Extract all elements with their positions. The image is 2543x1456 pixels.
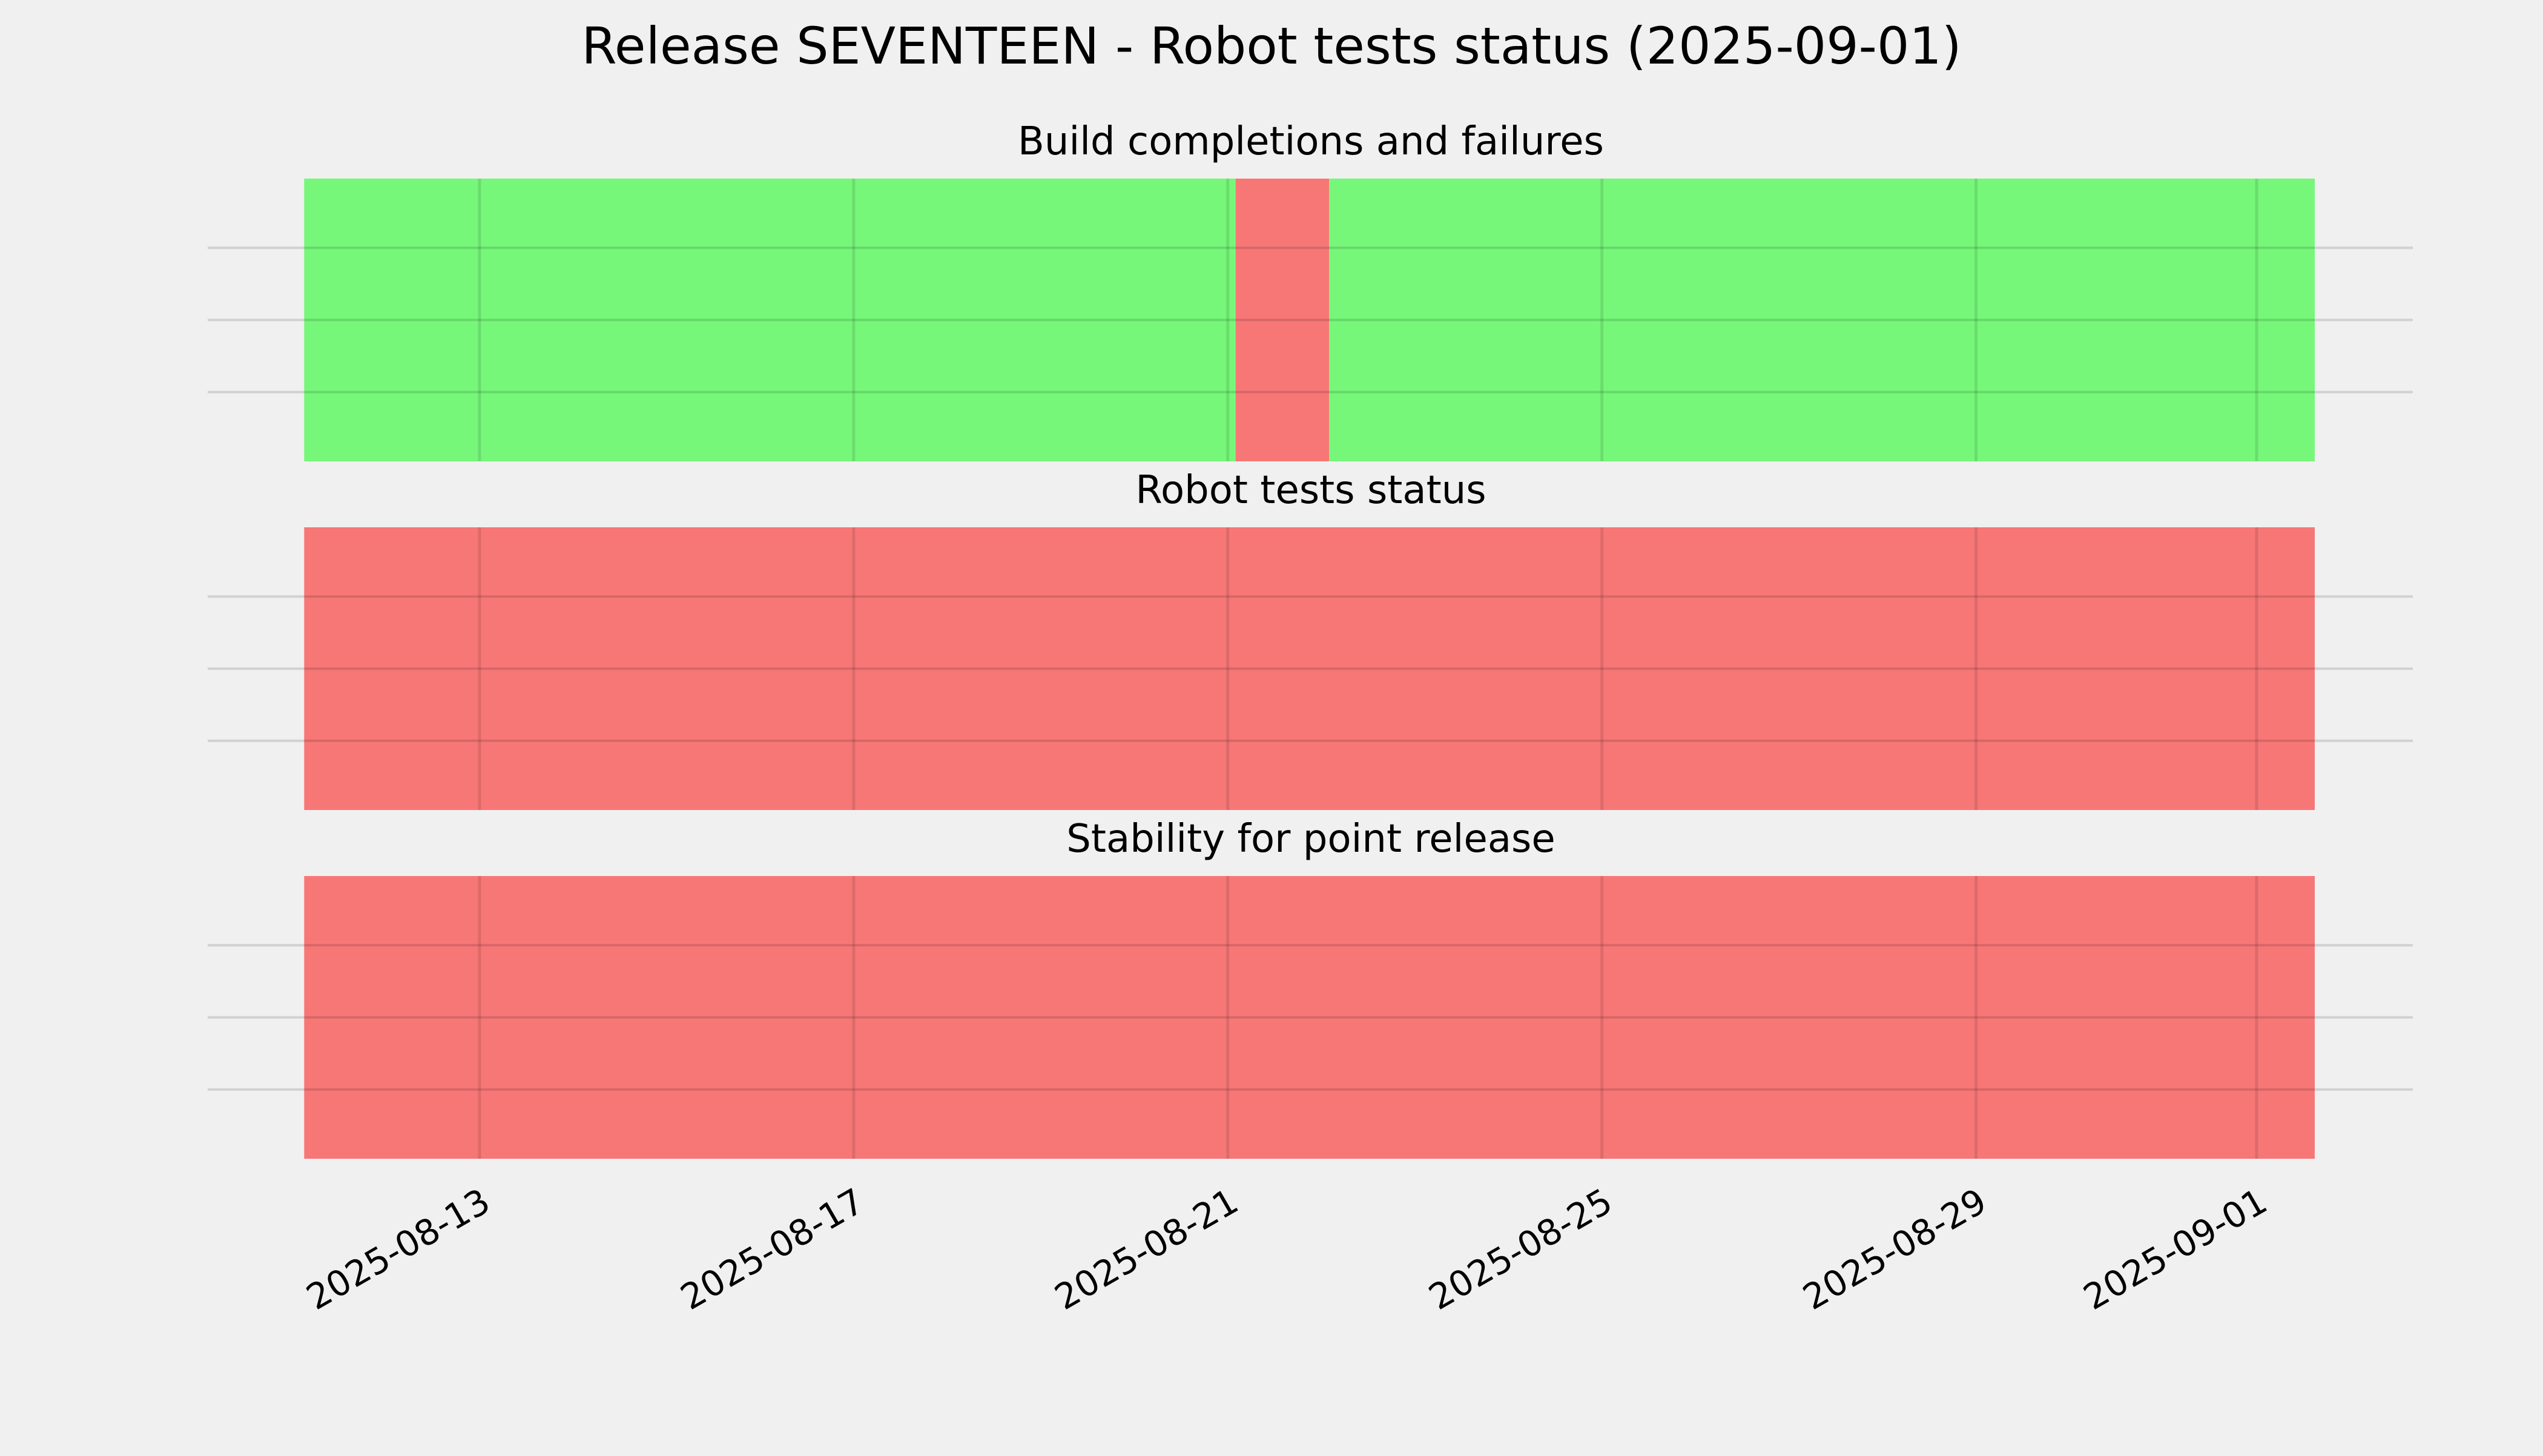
panel-robot: Robot tests status xyxy=(208,468,2413,810)
x-tick-label: 2025-08-13 xyxy=(300,1181,497,1318)
x-tick-label: 2025-08-29 xyxy=(1796,1181,1993,1318)
segment-robot-0-fail xyxy=(304,527,2315,810)
x-tick-label: 2025-08-21 xyxy=(1047,1181,1245,1318)
segment-build-2-pass xyxy=(1329,179,2315,461)
chart-title: Release SEVENTEEN - Robot tests status (… xyxy=(581,16,1961,76)
panel-title-stability: Stability for point release xyxy=(1066,817,1555,861)
segment-build-0-pass xyxy=(304,179,1236,461)
x-tick-label: 2025-08-25 xyxy=(1422,1181,1619,1318)
panel-stability: Stability for point release xyxy=(208,817,2413,1159)
panels: Build completions and failures Robot test… xyxy=(208,119,2413,1159)
panel-title-build: Build completions and failures xyxy=(1018,119,1604,164)
segment-build-1-fail xyxy=(1235,179,1330,461)
x-tick-label: 2025-08-17 xyxy=(674,1181,871,1318)
segment-stability-0-fail xyxy=(304,876,2315,1159)
x-tick-label: 2025-09-01 xyxy=(2077,1181,2274,1318)
x-axis: 2025-08-13 2025-08-17 2025-08-21 2025-08-25… xyxy=(300,1181,2274,1318)
panel-title-robot: Robot tests status xyxy=(1135,468,1486,513)
panel-build: Build completions and failures xyxy=(208,119,2413,461)
